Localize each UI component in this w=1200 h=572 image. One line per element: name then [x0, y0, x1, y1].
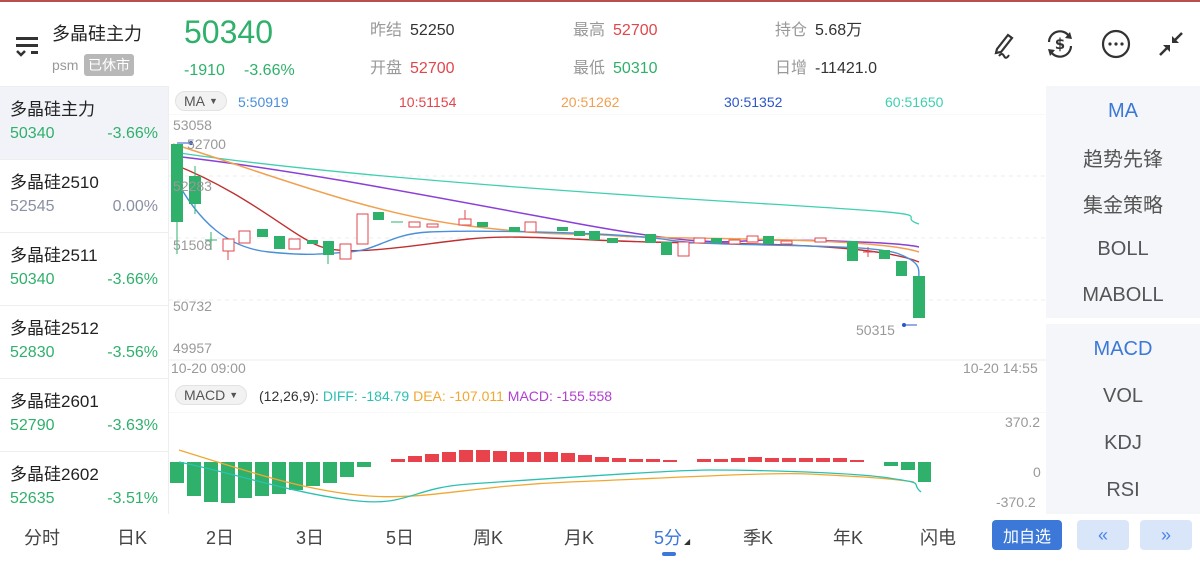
y-axis-label: 49957 — [173, 340, 212, 356]
tab-2day[interactable]: 2日 — [206, 528, 235, 548]
period-tab-bar: 分时 日K 2日 3日 5日 周K 月K 5分 ◢ 季K 年K 闪电 加自选 « … — [0, 514, 1200, 572]
indicator-panel: MA 趋势先锋 集金策略 BOLL MABOLL MACD VOL KDJ RS… — [1046, 86, 1200, 514]
add-favorite-button[interactable]: 加自选 — [992, 520, 1062, 550]
contract-item[interactable]: 多晶硅2601 52790 -3.63% — [0, 379, 168, 452]
tab-3day[interactable]: 3日 — [296, 528, 325, 548]
y-axis-label: 51508 — [173, 237, 212, 253]
draw-icon — [994, 33, 1014, 59]
tab-5day[interactable]: 5日 — [386, 528, 415, 548]
more-icon — [1101, 29, 1131, 59]
high-price-marker: 52700 — [187, 136, 226, 152]
low-price-marker: 50315 — [856, 322, 895, 338]
tab-quarterly[interactable]: 季K — [743, 528, 774, 548]
sub-indicator-list: MACD VOL KDJ RSI — [1046, 324, 1200, 514]
tab-5min[interactable]: 5分 ◢ — [654, 524, 691, 556]
indicator-maboll[interactable]: MABOLL — [1082, 283, 1164, 306]
indicator-kdj[interactable]: KDJ — [1104, 432, 1142, 454]
collapse-button[interactable] — [1153, 26, 1189, 62]
tab-daily[interactable]: 日K — [117, 528, 148, 548]
macd-y-label: 0 — [1033, 464, 1041, 480]
stat-daily-change: 日增 -11421.0 — [775, 60, 877, 77]
indicator-macd[interactable]: MACD — [1093, 338, 1153, 360]
indicator-vol[interactable]: VOL — [1102, 385, 1144, 407]
dropdown-corner-icon: ◢ — [684, 537, 691, 546]
tab-yearly[interactable]: 年K — [833, 528, 864, 548]
caret-down-icon: ▼ — [229, 390, 239, 400]
tab-timeshare[interactable]: 分时 — [24, 528, 60, 548]
macd-value: MACD: -155.558 — [507, 388, 613, 404]
currency-exchange-icon: $ — [1047, 30, 1073, 58]
symbol-code: psm — [52, 57, 79, 73]
macd-y-label: -370.2 — [996, 494, 1036, 510]
contract-item[interactable]: 多晶硅2602 52635 -3.51% — [10, 465, 158, 507]
indicator-gold-strategy[interactable]: 集金策略 — [1083, 194, 1163, 217]
tab-flash[interactable]: 闪电 — [920, 528, 956, 548]
y-axis-label: 53058 — [173, 117, 212, 133]
contract-list-icon[interactable] — [14, 34, 42, 58]
last-price: 50340 — [184, 14, 273, 50]
macd-y-label: 370.2 — [1005, 414, 1041, 430]
draw-button[interactable] — [986, 26, 1022, 62]
macd-legend: (12,26,9): DIFF: -184.79 DEA: -107.011 M… — [259, 388, 613, 404]
collapse-icon — [1159, 32, 1183, 56]
contract-item[interactable]: 多晶硅2510 52545 0.00% — [0, 160, 168, 233]
x-axis-end: 10-20 14:55 — [963, 360, 1038, 376]
stat-open-interest: 持仓 5.68万 — [775, 22, 863, 39]
tab-monthly[interactable]: 月K — [564, 528, 595, 548]
contract-item[interactable]: 多晶硅2512 52830 -3.56% — [0, 306, 168, 379]
candles — [171, 144, 925, 318]
main-indicator-list: MA 趋势先锋 集金策略 BOLL MABOLL — [1046, 86, 1200, 318]
ma-indicator-select[interactable]: MA ▼ — [175, 91, 227, 111]
currency-button[interactable]: $ — [1042, 26, 1078, 62]
candlestick-chart[interactable] — [169, 114, 1047, 362]
stat-prev-settle: 昨结 52250 — [370, 22, 455, 39]
quote-header: 多晶硅主力 psm 已休市 50340 -1910 -3.66% 昨结 52250… — [0, 4, 1200, 86]
price-change: -1910 — [184, 62, 225, 79]
price-change-pct: -3.66% — [244, 62, 295, 79]
more-button[interactable] — [1098, 26, 1134, 62]
ma20-value: 20:51262 — [561, 94, 620, 110]
contract-item[interactable]: 多晶硅主力 50340 -3.66% — [0, 87, 168, 160]
stat-high: 最高 52700 — [573, 22, 658, 39]
ma30-value: 30:51352 — [724, 94, 783, 110]
stat-open: 开盘 52700 — [370, 60, 455, 77]
macd-chart[interactable] — [169, 412, 1047, 512]
stat-low: 最低 50310 — [573, 60, 658, 77]
active-tab-indicator — [662, 552, 676, 556]
y-axis-label: 50732 — [173, 298, 212, 314]
caret-down-icon: ▼ — [209, 96, 218, 106]
indicator-ma[interactable]: MA — [1108, 99, 1138, 122]
dea-value: DEA: -107.011 — [413, 388, 504, 404]
y-axis-label: 52283 — [173, 178, 212, 194]
double-chevron-left-icon: « — [1097, 524, 1108, 545]
double-chevron-right-icon: » — [1160, 524, 1171, 545]
next-contract-button[interactable]: » — [1140, 520, 1192, 550]
indicator-rsi[interactable]: RSI — [1106, 479, 1140, 501]
ma5-value: 5:50919 — [238, 94, 289, 110]
symbol-name: 多晶硅主力 — [52, 24, 142, 44]
indicator-boll[interactable]: BOLL — [1097, 237, 1149, 260]
contract-item[interactable]: 多晶硅2511 50340 -3.66% — [0, 233, 168, 306]
indicator-trend-pioneer[interactable]: 趋势先锋 — [1083, 148, 1163, 171]
ma10-value: 10:51154 — [399, 94, 457, 110]
ma60-value: 60:51650 — [885, 94, 944, 110]
macd-indicator-select[interactable]: MACD ▼ — [175, 385, 248, 405]
market-status-badge: 已休市 — [84, 54, 134, 76]
svg-text:$: $ — [1055, 35, 1065, 53]
chart-area: MA ▼ 5:50919 10:51154 20:51262 30:51352 6… — [168, 86, 1047, 514]
diff-value: DIFF: -184.79 — [322, 388, 410, 404]
tab-weekly[interactable]: 周K — [473, 528, 504, 548]
contract-list: 多晶硅主力 50340 -3.66% 多晶硅2510 52545 0.00% 多晶硅25… — [0, 86, 168, 514]
prev-contract-button[interactable]: « — [1077, 520, 1129, 550]
x-axis-start: 10-20 09:00 — [171, 360, 246, 376]
